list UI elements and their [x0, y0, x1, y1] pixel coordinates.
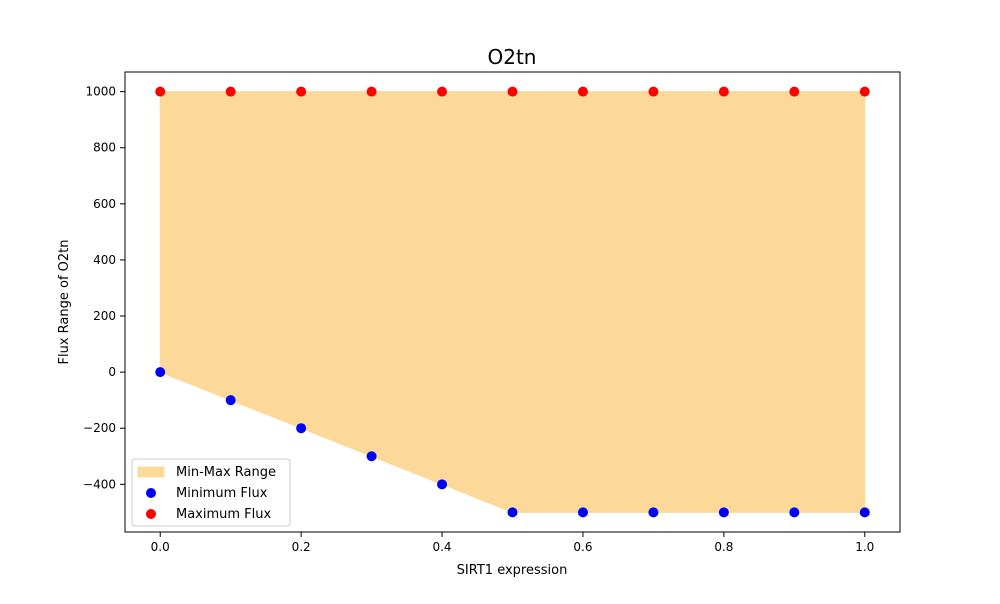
max-flux-point	[718, 86, 729, 97]
max-flux-point	[648, 86, 659, 97]
legend-label: Maximum Flux	[176, 507, 272, 522]
y-tick-label: −200	[83, 421, 116, 435]
x-tick-label: 0.2	[292, 540, 311, 554]
min-flux-point	[718, 507, 729, 518]
x-axis: 0.0 0.2 0.4 0.6 0.8 1.0	[151, 532, 874, 554]
legend-marker-minimum-flux	[146, 488, 156, 498]
min-flux-point	[437, 479, 448, 490]
y-tick-label: 400	[93, 253, 116, 267]
min-flux-point	[789, 507, 800, 518]
min-flux-point	[648, 507, 659, 518]
legend-marker-maximum-flux	[146, 509, 156, 519]
max-flux-point	[366, 86, 377, 97]
min-flux-point	[577, 507, 588, 518]
x-tick-label: 1.0	[855, 540, 874, 554]
legend-label: Min-Max Range	[176, 465, 276, 480]
y-tick-label: 1000	[85, 85, 116, 99]
min-max-range-area	[159, 91, 866, 513]
x-tick-label: 0.0	[151, 540, 170, 554]
max-flux-point	[789, 86, 800, 97]
y-tick-label: 200	[93, 309, 116, 323]
max-flux-point	[155, 86, 166, 97]
min-flux-point	[296, 423, 307, 434]
legend-swatch-min-max-range	[137, 466, 165, 478]
min-flux-point	[225, 395, 236, 406]
plot-area	[155, 86, 870, 518]
legend-box	[131, 458, 291, 527]
y-tick-label: −400	[83, 477, 116, 491]
y-tick-label: 0	[108, 365, 116, 379]
max-flux-point	[437, 86, 448, 97]
legend: Min-Max Range Minimum Flux Maximum Flux	[131, 458, 291, 527]
y-axis: −400 −200 0 200 400 600 800 1000	[83, 85, 125, 491]
min-flux-point	[366, 451, 377, 462]
max-flux-point	[296, 86, 307, 97]
max-flux-point	[577, 86, 588, 97]
x-tick-label: 0.8	[714, 540, 733, 554]
x-tick-label: 0.4	[432, 540, 451, 554]
y-axis-label: Flux Range of O2tn	[57, 240, 72, 365]
x-tick-label: 0.6	[573, 540, 592, 554]
min-flux-point	[507, 507, 518, 518]
min-flux-point	[859, 507, 870, 518]
legend-label: Minimum Flux	[176, 486, 268, 501]
max-flux-point	[507, 86, 518, 97]
x-axis-label: SIRT1 expression	[457, 563, 568, 578]
series-minimum-flux	[155, 367, 870, 518]
y-tick-label: 800	[93, 141, 116, 155]
max-flux-point	[859, 86, 870, 97]
chart-title: O2tn	[488, 45, 537, 69]
y-tick-label: 600	[93, 197, 116, 211]
axes-frame	[124, 71, 901, 533]
series-maximum-flux	[155, 86, 870, 97]
max-flux-point	[225, 86, 236, 97]
min-flux-point	[155, 367, 166, 378]
